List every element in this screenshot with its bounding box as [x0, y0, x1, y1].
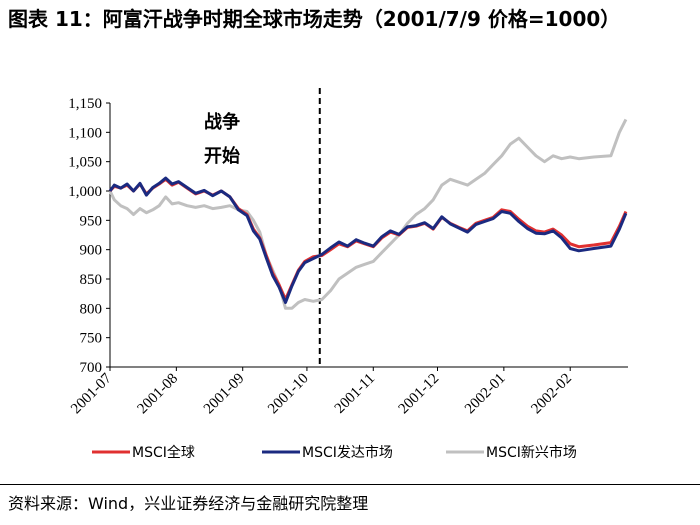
war-start-marker: 战争 开始	[204, 88, 321, 367]
y-tick-label: 950	[80, 213, 103, 229]
y-axis-ticks: 700 750 800 850 900 950 1,000 1,050 1,100 1,150	[68, 96, 110, 376]
x-tick-label: 2001-10	[265, 371, 312, 418]
y-tick-label: 1,150	[68, 96, 102, 112]
x-tick-label: 2001-07	[68, 370, 115, 417]
legend-label-2: MSCI新兴市场	[486, 444, 577, 461]
y-tick-label: 1,000	[68, 184, 102, 200]
chart-legend: MSCI全球 MSCI发达市场 MSCI新兴市场	[92, 444, 577, 461]
y-tick-label: 850	[80, 272, 103, 288]
legend-label-0: MSCI全球	[132, 444, 195, 461]
x-tick-label: 2002-02	[528, 371, 575, 418]
war-start-label-line2: 开始	[204, 145, 240, 167]
line-chart: 700 750 800 850 900 950 1,000 1,050 1,100 1,150 2…	[68, 88, 628, 461]
series-line-2	[108, 118, 628, 310]
x-axis-ticks: 2001-07 2001-08 2001-09 2001-10 2001-11 2001-…	[68, 367, 575, 417]
y-tick-label: 1,050	[68, 155, 102, 171]
x-tick-label: 2001-12	[396, 371, 443, 418]
x-tick-label: 2001-08	[135, 371, 182, 418]
y-tick-label: 800	[80, 301, 103, 317]
chart-axes	[109, 103, 628, 368]
source-divider	[0, 484, 700, 485]
x-tick-label: 2002-01	[462, 371, 509, 418]
y-tick-label: 900	[80, 243, 103, 259]
x-tick-label: 2001-09	[201, 371, 248, 418]
series-line-1	[108, 176, 628, 304]
y-tick-label: 750	[80, 331, 103, 347]
legend-label-1: MSCI发达市场	[302, 444, 393, 461]
figure-source: 资料来源：Wind，兴业证券经济与金融研究院整理	[8, 494, 369, 513]
x-tick-label: 2001-11	[332, 371, 378, 417]
y-tick-label: 1,100	[68, 125, 102, 141]
war-start-label-line1: 战争	[204, 111, 240, 133]
y-tick-label: 700	[80, 360, 103, 376]
series-line-0	[108, 177, 628, 301]
figure-title: 图表 11：阿富汗战争时期全球市场走势（2001/7/9 价格=1000）	[8, 7, 621, 31]
chart-series	[108, 118, 628, 310]
